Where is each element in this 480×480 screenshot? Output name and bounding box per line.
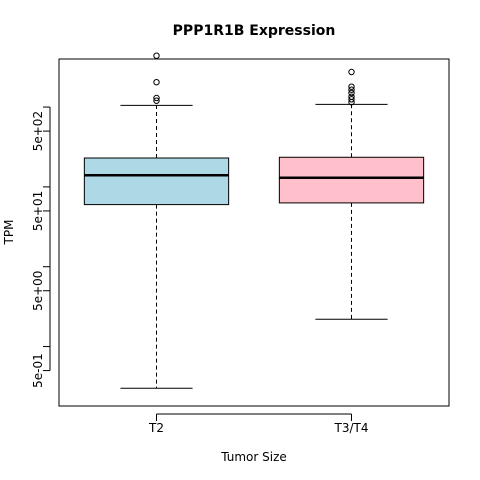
outlier-point (348, 89, 355, 97)
outlier-point (348, 68, 355, 76)
outlier-point (348, 96, 355, 103)
y-axis-label: TPM (2, 220, 16, 246)
outlier-point (153, 94, 160, 102)
x-axis: T2 T3/T4 (148, 413, 369, 435)
outlier-point (348, 83, 355, 90)
outlier-point (348, 93, 355, 100)
x-tick-label: T3/T4 (334, 421, 369, 435)
x-axis-label: Tumor Size (220, 450, 287, 464)
y-tick-label: 5e+01 (31, 191, 45, 231)
chart-title: PPP1R1B Expression (173, 23, 336, 39)
box-iqr (278, 156, 425, 204)
plot-frame (58, 58, 450, 407)
y-tick-label: 5e+02 (31, 111, 45, 151)
x-tick-label: T2 (148, 421, 164, 435)
outlier-point (348, 86, 355, 93)
box-iqr (83, 157, 230, 206)
y-axis: 5e-01 5e+00 5e+01 5e+02 (31, 106, 51, 388)
outlier-point (153, 78, 160, 86)
box-group (278, 68, 425, 320)
y-tick-label: 5e-01 (31, 353, 45, 388)
y-tick-label: 5e+00 (31, 271, 45, 311)
box-group (83, 52, 230, 389)
outlier-point (153, 52, 160, 59)
outlier-point (153, 97, 160, 104)
boxes-layer (83, 52, 425, 389)
